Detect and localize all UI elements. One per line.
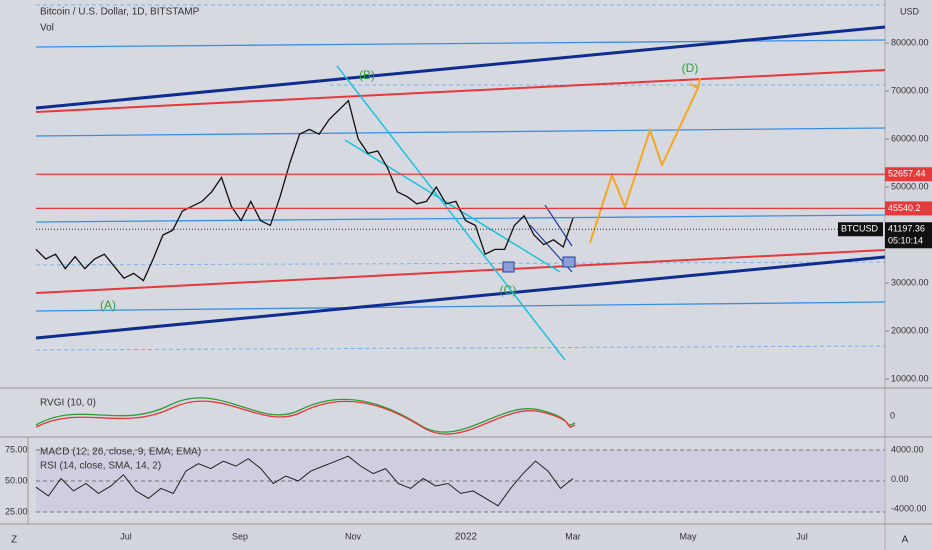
wave-label: (B) (359, 68, 375, 82)
projection-arrow (689, 77, 701, 90)
rsi-line (35, 455, 574, 507)
channel-top (35, 25, 886, 110)
rsi-tick-label: 75.00 (5, 444, 28, 454)
rvgi-signal (35, 400, 576, 435)
trendline (35, 301, 886, 312)
y-tick-label: 10000.00 (891, 373, 929, 383)
wave-label: (A) (100, 298, 116, 312)
red-trendline (35, 69, 886, 113)
macd-label: MACD (12, 26, close, 9, EMA, EMA) (40, 447, 201, 458)
rsi-label: RSI (14, close, SMA, 14, 2) (40, 461, 161, 472)
countdown: 05:10:14 (888, 236, 923, 246)
y-tick-label: 60000.00 (891, 133, 929, 143)
x-tick-label: Jul (796, 531, 808, 541)
price-tag-label: 52657.44 (888, 169, 926, 179)
marker-box (502, 261, 515, 273)
marker-box (562, 256, 576, 268)
wave-label: (C) (500, 283, 517, 297)
price-tag (885, 222, 932, 249)
red-trendline (35, 249, 886, 294)
drawings (35, 4, 886, 361)
rvgi-line (35, 397, 576, 433)
x-tick-label: Nov (345, 531, 362, 541)
macd-tick-label: -4000.00 (891, 503, 927, 513)
rvgi-tick: 0 (890, 410, 895, 420)
price-tag (885, 201, 932, 216)
title: Bitcoin / U.S. Dollar, 1D, BITSTAMP (40, 7, 200, 18)
y-tick-label: 70000.00 (891, 85, 929, 95)
dashed-level (35, 345, 886, 351)
wave-label: (D) (682, 61, 699, 75)
y-tick-label: 80000.00 (891, 37, 929, 47)
x-tick-label: Jul (120, 531, 132, 541)
x-tick-label: May (679, 531, 697, 541)
rsi-tick-label: 25.00 (5, 506, 28, 516)
cyan-channel (344, 139, 561, 273)
x-tick-label: Sep (232, 531, 248, 541)
macd-tick-label: 4000.00 (891, 444, 924, 454)
price-tag-label: 41197.36 (888, 224, 925, 234)
macd-tick-label: 0.00 (891, 474, 909, 484)
trendline (35, 127, 886, 137)
y-tick-label: 50000.00 (891, 181, 929, 191)
x-tick-label: 2022 (455, 532, 478, 543)
symbol-tag (838, 222, 883, 237)
y-tick-label: 30000.00 (891, 277, 929, 287)
symbol-label: BTCUSD (841, 224, 879, 234)
volume-label: Vol (40, 23, 54, 34)
cyan-channel (336, 65, 566, 361)
projection-path (589, 87, 699, 244)
price-tag (885, 167, 932, 182)
price-line (35, 99, 574, 282)
x-tick-label: Mar (565, 531, 581, 541)
channel-bottom (35, 255, 886, 340)
wedge (544, 204, 573, 247)
corner-button[interactable]: Z (11, 535, 17, 546)
currency: USD (900, 6, 920, 16)
rvgi-label: RVGI (10, 0) (40, 398, 96, 409)
rsi-tick-label: 50.00 (5, 475, 28, 485)
y-tick-label: 20000.00 (891, 325, 929, 335)
dashed-level (35, 261, 886, 266)
corner-button[interactable]: A (902, 535, 909, 546)
price-tag-label: 45540.2 (888, 203, 921, 213)
